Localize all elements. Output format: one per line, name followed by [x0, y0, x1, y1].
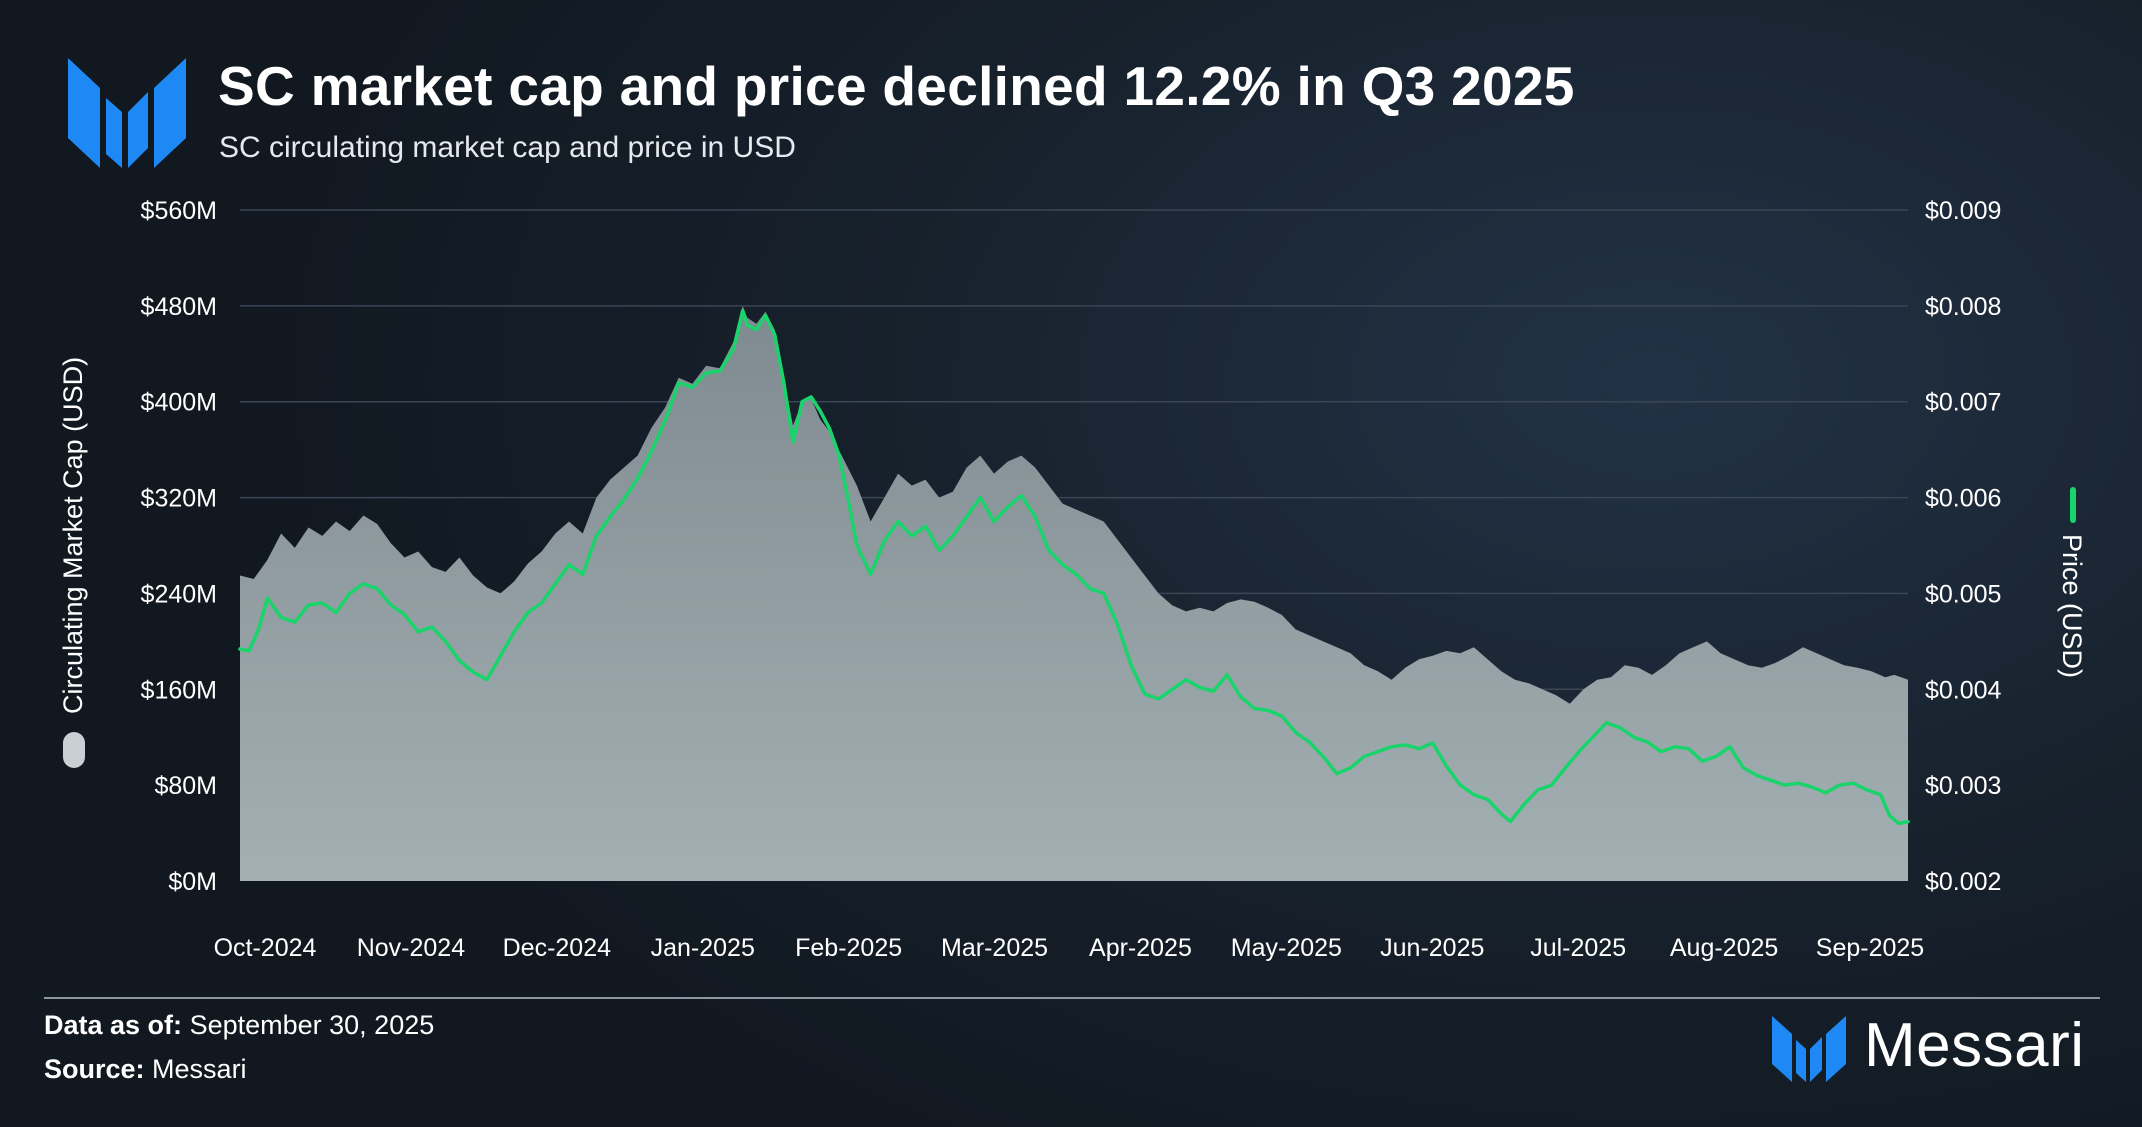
- x-tick-label: Jan-2025: [651, 934, 755, 962]
- right-tick-label: $0.004: [1925, 676, 2002, 704]
- left-axis-legend: Circulating Market Cap (USD): [58, 357, 88, 768]
- right-axis-ticks: $0.002 $0.003 $0.004 $0.005 $0.006 $0.007 $0.0…: [1925, 197, 2002, 896]
- left-axis-ticks: $0M $80M $160M $240M $320M $400M $480M $560M: [141, 197, 217, 896]
- right-tick-label: $0.005: [1925, 580, 2001, 608]
- x-tick-label: Aug-2025: [1670, 934, 1778, 962]
- left-tick-label: $480M: [141, 293, 217, 321]
- left-tick-label: $240M: [141, 580, 217, 608]
- source-label: Source:: [44, 1054, 145, 1084]
- brand-wordmark: Messari: [1864, 1011, 2085, 1080]
- left-tick-label: $400M: [141, 389, 217, 417]
- data-as-of: Data as of: September 30, 2025: [44, 1010, 434, 1041]
- x-tick-label: Dec-2024: [503, 934, 611, 962]
- right-tick-label: $0.009: [1925, 197, 2001, 225]
- x-tick-label: Jul-2025: [1530, 934, 1626, 962]
- right-tick-label: $0.006: [1925, 485, 2001, 513]
- market-cap-legend-swatch: [63, 732, 85, 768]
- source-value: Messari: [152, 1054, 247, 1084]
- right-axis-legend: Price (USD): [2057, 487, 2087, 678]
- messari-brand-icon: [1772, 1016, 1846, 1082]
- x-tick-label: May-2025: [1231, 934, 1342, 962]
- chart-title: SC market cap and price declined 12.2% i…: [218, 55, 1575, 117]
- market-cap-area-layer: [240, 305, 1908, 881]
- right-tick-label: $0.002: [1925, 868, 2001, 896]
- data-as-of-value: September 30, 2025: [189, 1010, 435, 1040]
- right-tick-label: $0.003: [1925, 772, 2001, 800]
- price-line-layer: [238, 308, 1910, 826]
- messari-logo-icon: [68, 58, 186, 168]
- x-tick-label: Oct-2024: [214, 934, 317, 962]
- right-axis-title: Price (USD): [2057, 534, 2087, 678]
- x-tick-label: Sep-2025: [1816, 934, 1924, 962]
- source: Source: Messari: [44, 1054, 247, 1085]
- market-cap-area: [240, 305, 1908, 881]
- x-tick-label: Mar-2025: [941, 934, 1048, 962]
- left-tick-label: $160M: [141, 676, 217, 704]
- x-axis-ticks: Oct-2024 Nov-2024 Dec-2024 Jan-2025 Feb-2025…: [214, 934, 1925, 962]
- left-tick-label: $320M: [141, 485, 217, 513]
- x-tick-label: Apr-2025: [1089, 934, 1192, 962]
- x-tick-label: Nov-2024: [357, 934, 465, 962]
- chart-subtitle: SC circulating market cap and price in U…: [219, 131, 796, 164]
- right-tick-label: $0.008: [1925, 293, 2001, 321]
- left-tick-label: $560M: [141, 197, 217, 225]
- data-as-of-label: Data as of:: [44, 1010, 183, 1040]
- x-tick-label: Jun-2025: [1380, 934, 1484, 962]
- x-tick-label: Feb-2025: [795, 934, 902, 962]
- left-tick-label: $0M: [168, 868, 217, 896]
- right-tick-label: $0.007: [1925, 389, 2001, 417]
- price-line: [238, 308, 1910, 826]
- left-axis-title: Circulating Market Cap (USD): [58, 357, 88, 714]
- left-tick-label: $80M: [154, 772, 217, 800]
- price-legend-swatch: [2070, 487, 2076, 523]
